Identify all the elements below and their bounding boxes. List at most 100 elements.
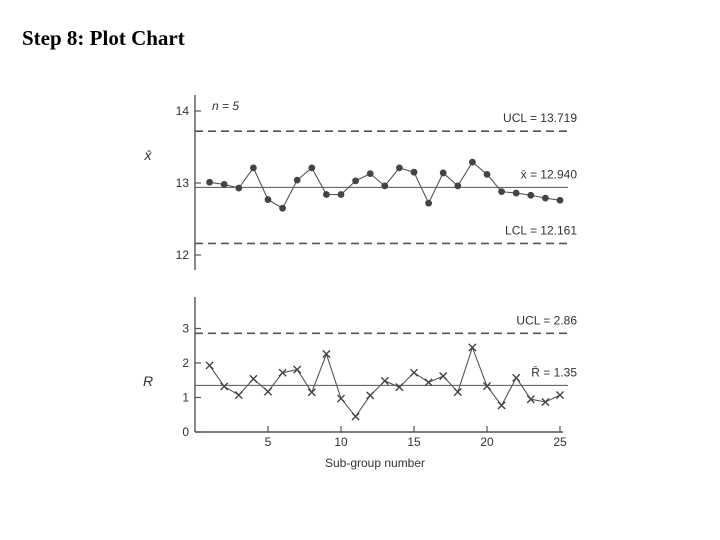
data-point bbox=[323, 191, 330, 198]
data-point bbox=[293, 365, 302, 374]
data-point bbox=[409, 368, 419, 377]
data-point-stroke bbox=[380, 376, 389, 386]
data-point bbox=[279, 204, 286, 212]
data-point-stroke bbox=[220, 382, 229, 391]
data-point bbox=[439, 169, 447, 177]
data-point bbox=[410, 168, 418, 176]
data-point bbox=[205, 361, 214, 370]
data-point-stroke bbox=[351, 412, 360, 421]
data-point bbox=[234, 390, 243, 400]
range-chart: 0 1 2 3 R UCL = 2.86 R̄ = 1.35 5 10 15 20 25 Sub-gro… bbox=[143, 297, 577, 470]
data-point bbox=[264, 196, 272, 203]
data-point-stroke bbox=[409, 368, 419, 377]
data-point-stroke bbox=[395, 383, 404, 392]
data-point bbox=[380, 376, 389, 386]
y-tick-label: 0 bbox=[182, 425, 189, 439]
x-tick-label: 15 bbox=[407, 435, 421, 449]
y-tick-label: 13 bbox=[176, 176, 190, 190]
data-point-stroke bbox=[555, 390, 565, 400]
data-point bbox=[439, 372, 448, 381]
data-point bbox=[541, 397, 550, 407]
x-tick-label: 20 bbox=[480, 435, 494, 449]
data-point bbox=[352, 177, 359, 185]
data-point bbox=[395, 383, 404, 392]
reference-line-label: R̄ = 1.35 bbox=[531, 365, 577, 379]
data-point-stroke bbox=[336, 394, 346, 403]
x-tick-label: 10 bbox=[334, 435, 348, 449]
data-point bbox=[497, 401, 506, 410]
data-point bbox=[527, 191, 535, 199]
data-point bbox=[483, 170, 491, 178]
data-point bbox=[278, 368, 287, 377]
y-tick-label: 14 bbox=[176, 104, 190, 118]
data-point-stroke bbox=[526, 395, 535, 404]
x-tick-label: 25 bbox=[553, 435, 567, 449]
data-point-stroke bbox=[512, 373, 521, 382]
data-point bbox=[351, 412, 360, 421]
data-point bbox=[556, 196, 564, 204]
data-point bbox=[220, 181, 228, 188]
y-tick-label: 2 bbox=[182, 356, 189, 370]
data-point bbox=[542, 194, 549, 202]
xbar-chart: 12 13 14 x̄ UCL = 13.719 x̄ = 12.940 LCL = 12.… bbox=[144, 95, 578, 270]
data-point-stroke bbox=[205, 361, 214, 370]
data-point bbox=[206, 178, 214, 186]
data-point bbox=[424, 378, 433, 387]
data-point bbox=[220, 382, 229, 391]
data-point bbox=[555, 390, 565, 400]
data-point bbox=[337, 191, 345, 198]
data-point-stroke bbox=[453, 387, 462, 397]
data-point-stroke bbox=[424, 378, 433, 387]
data-point bbox=[454, 182, 462, 190]
data-point-stroke bbox=[497, 401, 506, 410]
data-point bbox=[453, 387, 462, 397]
sample-size-annotation: n = 5 bbox=[212, 99, 239, 113]
data-point-stroke bbox=[263, 387, 273, 396]
y-axis-label: x̄ bbox=[144, 147, 153, 163]
reference-line-label: UCL = 2.86 bbox=[516, 313, 577, 327]
data-point-stroke bbox=[322, 349, 331, 359]
reference-line-label: UCL = 13.719 bbox=[503, 111, 577, 125]
x-tick-label: 5 bbox=[265, 435, 272, 449]
data-point bbox=[468, 343, 477, 352]
reference-line-label: x̄ = 12.940 bbox=[521, 167, 578, 181]
y-tick-label: 1 bbox=[182, 391, 189, 405]
data-point bbox=[308, 164, 316, 172]
data-point bbox=[425, 199, 432, 207]
data-point bbox=[512, 373, 521, 382]
data-point bbox=[366, 391, 375, 400]
data-point bbox=[263, 387, 273, 396]
data-point bbox=[293, 176, 301, 184]
data-point-stroke bbox=[249, 374, 258, 383]
data-point bbox=[482, 382, 492, 391]
data-point-stroke bbox=[278, 368, 287, 377]
data-point bbox=[396, 164, 403, 172]
data-point-stroke bbox=[234, 390, 243, 400]
data-point bbox=[469, 158, 476, 166]
data-point-stroke bbox=[482, 382, 492, 391]
data-point bbox=[249, 374, 258, 383]
x-axis-label: Sub-group number bbox=[325, 456, 425, 470]
data-point-stroke bbox=[366, 391, 375, 400]
series-line bbox=[209, 345, 561, 418]
reference-line-label: LCL = 12.161 bbox=[505, 223, 577, 237]
slide-title: Step 8: Plot Chart bbox=[22, 26, 185, 50]
data-point bbox=[235, 184, 243, 192]
y-axis-label: R bbox=[143, 373, 153, 389]
data-point bbox=[307, 388, 316, 397]
data-point-stroke bbox=[293, 365, 302, 374]
data-point bbox=[381, 182, 389, 190]
data-point-stroke bbox=[541, 397, 550, 407]
data-point bbox=[498, 188, 505, 196]
data-point-stroke bbox=[307, 388, 316, 397]
data-point-stroke bbox=[439, 372, 448, 381]
y-tick-label: 12 bbox=[176, 248, 190, 262]
data-point bbox=[526, 395, 535, 404]
data-point-stroke bbox=[468, 343, 477, 352]
data-point bbox=[322, 349, 331, 359]
data-point bbox=[512, 189, 520, 197]
y-tick-label: 3 bbox=[182, 322, 189, 336]
data-point bbox=[336, 394, 346, 403]
data-point bbox=[250, 164, 257, 172]
